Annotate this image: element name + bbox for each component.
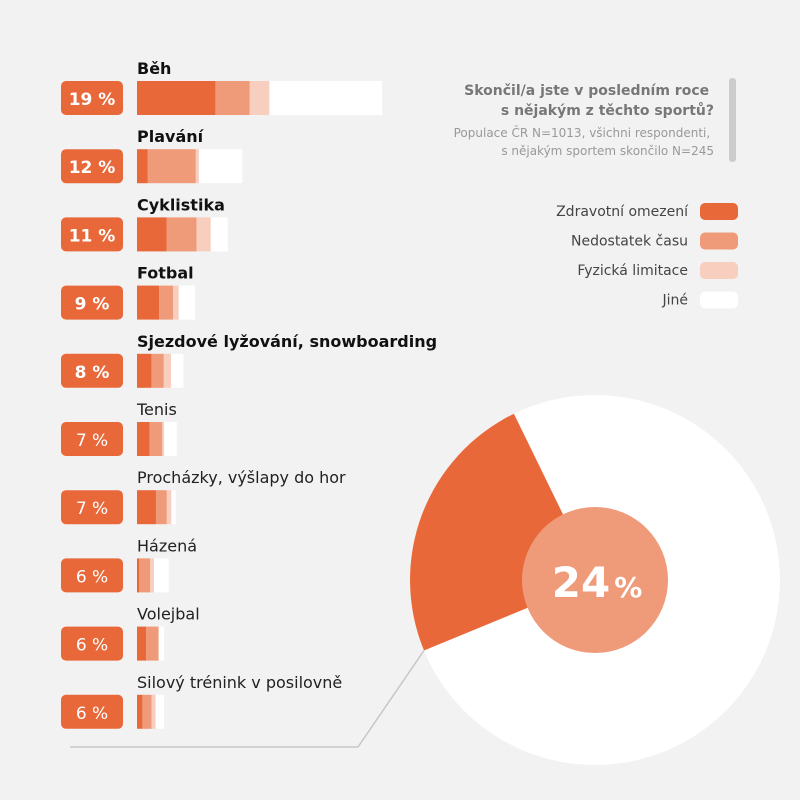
category-label: Běh (137, 59, 171, 78)
bar-segment (249, 81, 270, 115)
percent-label: 7 % (76, 499, 108, 519)
bar-segment (159, 285, 173, 320)
bar-segment (137, 422, 150, 456)
bar-segment (210, 217, 228, 252)
legend-label: Zdravotní omezení (556, 204, 689, 220)
pie-value-label: 24% (552, 558, 643, 607)
bar-segment (137, 353, 152, 388)
percent-label: 8 % (75, 363, 110, 383)
bar-segment (137, 217, 167, 252)
bar-segment (198, 149, 243, 184)
category-label: Plavání (137, 127, 205, 146)
bar-segment (147, 149, 196, 184)
bar-row: 7 % Procházky, výšlapy do hor (61, 468, 346, 525)
legend: Zdravotní omezení Nedostatek času Fyzická … (556, 203, 738, 309)
bar-segment (163, 353, 172, 388)
percent-box (61, 558, 123, 593)
bar-row: 9 % Fotbal (61, 264, 196, 320)
percent-label: 12 % (69, 158, 116, 178)
percent-label: 6 % (76, 636, 108, 656)
percent-label: 11 % (69, 226, 116, 246)
bar-segment (196, 217, 211, 252)
bar-row: 11 % Cyklistika (61, 195, 228, 252)
category-label: Fotbal (137, 264, 194, 283)
category-label: Volejbal (137, 605, 200, 624)
pie-inner-circle (522, 507, 668, 653)
bar-segment (142, 694, 152, 729)
percent-box (61, 490, 123, 525)
percent-box (61, 81, 123, 115)
percent-label: 19 % (69, 90, 116, 110)
legend-label: Fyzická limitace (577, 263, 688, 279)
bar-segment (178, 285, 196, 320)
percent-box (61, 626, 123, 661)
bar-row: 12 % Plavání (61, 127, 243, 184)
bar-segment (158, 626, 165, 661)
bar-segment (139, 558, 151, 593)
bar-segment (171, 353, 184, 388)
bar-row: 19 % Běh (61, 59, 383, 115)
bar-segment (149, 422, 163, 456)
bar-segment (162, 422, 165, 456)
bar-segment (269, 81, 383, 115)
percent-label: 9 % (75, 295, 110, 315)
bar-segment (155, 490, 167, 525)
bar-segment (171, 490, 176, 525)
percent-box (61, 285, 123, 320)
bar-row: 8 % Sjezdové lyžování, snowboarding (61, 332, 437, 388)
bar-row: 7 % Tenis (61, 400, 177, 456)
legend-swatch (700, 203, 738, 220)
percent-box (61, 217, 123, 252)
percent-box (61, 422, 123, 456)
question-divider (729, 78, 736, 162)
bar-segment (151, 353, 164, 388)
legend-label: Nedostatek času (571, 234, 688, 250)
bar-rows: 19 % Běh 12 % Plavání 11 % Cyklistika 9 % Fotba… (61, 59, 437, 729)
bar-segment (155, 694, 165, 729)
legend-swatch (700, 262, 738, 279)
question-title: Skončil/a jste v posledním roce s nějaký… (464, 83, 714, 119)
category-label: Silový trénink v posilovně (137, 673, 342, 692)
bar-segment (146, 626, 159, 661)
bar-segment (137, 490, 156, 525)
percent-label: 7 % (76, 431, 108, 451)
bar-row: 6 % Házená (61, 536, 197, 593)
percent-box (61, 353, 123, 388)
bar-segment (166, 217, 197, 252)
bar-row: 6 % Volejbal (61, 605, 200, 661)
category-label: Tenis (136, 400, 177, 419)
bar-segment (164, 422, 177, 456)
bar-segment (166, 490, 172, 525)
question-subtitle: Populace ČR N=1013, všichni respondenti,… (454, 125, 714, 158)
legend-label: Jiné (661, 293, 688, 309)
bar-segment (154, 558, 169, 593)
percent-label: 6 % (76, 567, 108, 587)
percent-box (61, 149, 123, 184)
bar-segment (137, 285, 160, 320)
bar-segment (215, 81, 250, 115)
bar-segment (151, 694, 156, 729)
bar-segment (150, 558, 155, 593)
bar-segment (137, 626, 147, 661)
percent-box (61, 694, 123, 729)
bar-segment (137, 694, 143, 729)
category-label: Cyklistika (137, 195, 225, 214)
category-label: Házená (137, 536, 197, 555)
legend-swatch (700, 232, 738, 250)
bar-segment (137, 558, 140, 593)
legend-swatch (700, 291, 738, 309)
bar-row: 6 % Silový trénink v posilovně (61, 673, 342, 729)
leader-line (70, 650, 425, 748)
pie-highlight: 24% (410, 395, 780, 765)
percent-label: 6 % (76, 704, 108, 724)
category-label: Sjezdové lyžování, snowboarding (137, 332, 437, 351)
category-label: Procházky, výšlapy do hor (137, 468, 346, 487)
bar-segment (172, 285, 179, 320)
bar-segment (195, 149, 199, 184)
bar-segment (137, 149, 148, 184)
bar-segment (137, 81, 216, 115)
